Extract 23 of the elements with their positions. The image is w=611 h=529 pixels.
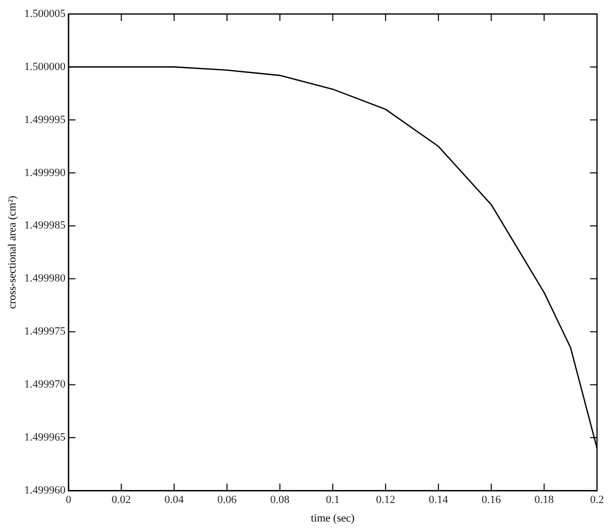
y-tick-label: 1.499995 [24, 114, 66, 126]
y-tick-label: 1.499975 [24, 326, 66, 338]
y-tick-label: 1.499960 [24, 484, 66, 496]
x-tick-label: 0 [66, 494, 72, 506]
x-tick-label: 0.12 [376, 494, 396, 506]
y-tick-label: 1.499980 [24, 272, 66, 285]
y-axis-title: cross-sectional area (cm²) [6, 195, 18, 309]
x-tick-label: 0.18 [534, 494, 554, 506]
x-tick-label: 0.16 [482, 494, 502, 506]
x-tick-label: 0.2 [590, 494, 604, 506]
y-tick-label: 1.500000 [24, 60, 66, 73]
y-tick-label: 1.499985 [24, 220, 66, 232]
x-tick-label: 0.08 [270, 494, 290, 506]
y-tick-label: 1.500005 [24, 8, 66, 20]
x-tick-label: 0.02 [112, 494, 131, 506]
y-tick-label: 1.499965 [24, 432, 66, 444]
x-axis-title: time (sec) [310, 512, 355, 524]
x-tick-label: 0.06 [217, 494, 238, 506]
x-tick-label: 0.14 [428, 494, 449, 506]
x-tick-label: 0.1 [326, 494, 340, 506]
x-tick-label: 0.04 [164, 494, 184, 506]
y-tick-label: 1.499990 [24, 166, 66, 179]
y-tick-label: 1.499970 [24, 378, 66, 391]
